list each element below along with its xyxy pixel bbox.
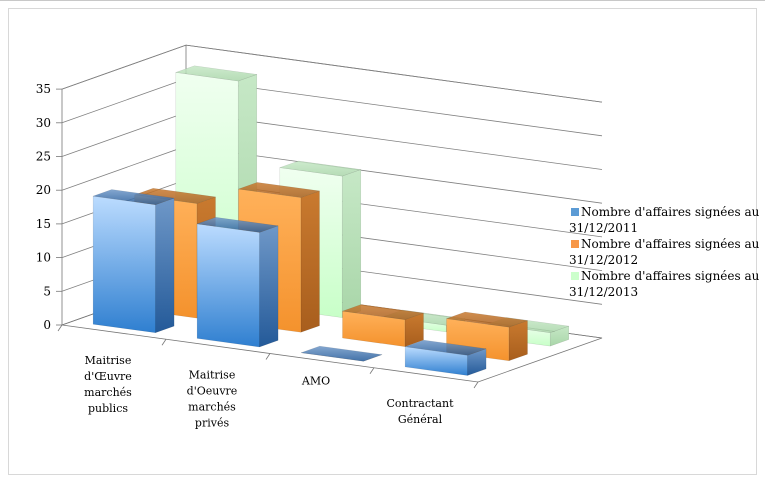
- bar-top-face: [134, 188, 216, 204]
- bar-series-1-cat-1: [92, 189, 175, 334]
- y-tick-label: 10: [36, 251, 51, 265]
- gridline: [61, 44, 603, 103]
- y-tick-label: 15: [36, 217, 51, 231]
- bar-top-face: [175, 65, 257, 82]
- bar-top-face: [301, 345, 383, 362]
- y-tick-label: 5: [43, 284, 51, 298]
- category-labels: Maitrise d'Œuvre marchés publics Maitrise d'O…: [84, 354, 454, 429]
- bar-side-face: [341, 169, 362, 318]
- bars: [92, 65, 570, 376]
- bar-side-face: [508, 320, 528, 362]
- bar-series-1-cat-2: [196, 217, 279, 348]
- bar-top-face: [405, 339, 487, 356]
- category-label-2: Maitrise d'Oeuvre marchés privés: [187, 368, 238, 429]
- bar-side-face: [300, 190, 320, 333]
- legend-label-1: Nombre d'affaires signées au 31/12/2011: [569, 205, 760, 235]
- legend-swatch-3: [571, 272, 579, 280]
- bar-front-face: [196, 223, 260, 348]
- y-tick-label: 0: [43, 318, 51, 332]
- y-tick-label: 35: [36, 82, 51, 96]
- category-label-1: Maitrise d'Œuvre marchés publics: [84, 354, 132, 415]
- gridline: [61, 78, 603, 137]
- bar-top-face: [279, 160, 361, 177]
- x-tick-mark: [473, 381, 479, 389]
- legend-label-3: Nombre d'affaires signées au 31/12/2013: [569, 269, 760, 299]
- category-label-3: AMO: [301, 375, 330, 388]
- x-tick-mark: [265, 353, 271, 360]
- x-tick-mark: [369, 367, 375, 374]
- bar-side-face: [259, 225, 279, 348]
- legend-swatch-1: [571, 208, 579, 216]
- y-tick-label: 30: [36, 116, 51, 130]
- bar-top-face: [446, 311, 528, 328]
- bar-series-1-cat-4: [404, 339, 487, 376]
- gridline: [61, 112, 603, 170]
- top-rule: [0, 0, 765, 1]
- bar-top-face: [197, 217, 279, 233]
- bar-series-2-cat-3: [342, 304, 424, 347]
- category-label-4: Contractant Général: [386, 397, 454, 426]
- legend-swatch-2: [571, 240, 579, 248]
- y-tick-label: 20: [36, 183, 51, 197]
- bar-front-face: [92, 195, 156, 333]
- legend: Nombre d'affaires signées au 31/12/2011No…: [569, 205, 760, 299]
- y-axis: 0 5 10 15 20 25 30 35: [36, 82, 62, 332]
- bar-top-face: [93, 189, 175, 205]
- bar-top-face: [238, 182, 320, 198]
- x-tick-mark: [57, 324, 63, 332]
- bar-side-face: [155, 197, 175, 334]
- legend-label-2: Nombre d'affaires signées au 31/12/2012: [569, 237, 760, 267]
- x-tick-mark: [161, 339, 167, 346]
- bar-series-1-cat-3: [301, 345, 383, 362]
- bar-top-face: [342, 304, 424, 320]
- y-tick-label: 25: [36, 150, 51, 164]
